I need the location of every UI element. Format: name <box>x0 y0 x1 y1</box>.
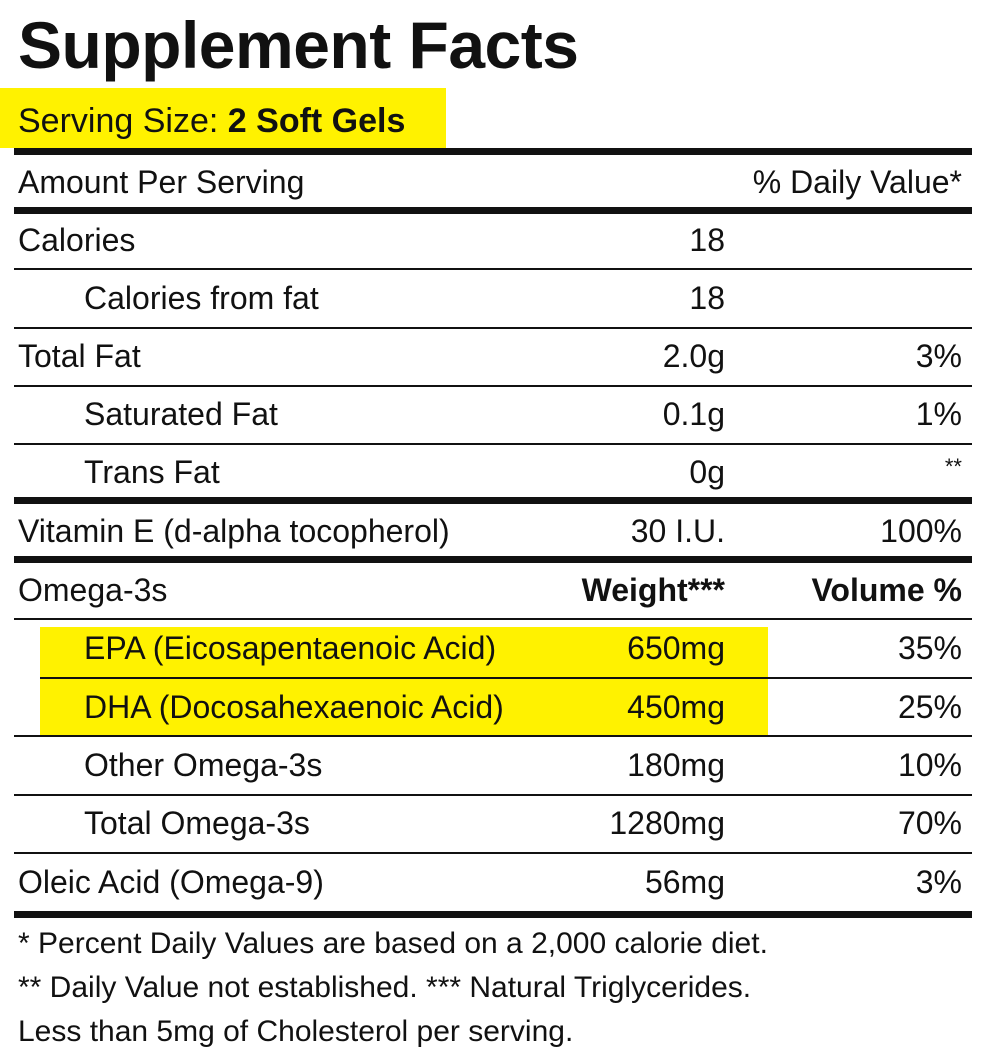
row-label: Total Omega-3s <box>84 805 310 841</box>
table-row: Vitamin E (d-alpha tocopherol) 30 I.U. 1… <box>0 502 984 560</box>
row-divider <box>14 385 972 387</box>
row-daily-value: 3% <box>915 338 962 374</box>
serving-size-highlight <box>0 88 446 148</box>
table-row: Other Omega-3s 180mg 10% <box>0 736 984 794</box>
serving-size-label: Serving Size: <box>18 102 219 140</box>
omega-label: Omega-3s <box>18 572 168 608</box>
row-daily-value: 3% <box>915 864 962 900</box>
row-daily-value: 35% <box>897 630 962 666</box>
row-label: Saturated Fat <box>84 396 278 432</box>
table-row: Saturated Fat 0.1g 1% <box>0 385 984 443</box>
footnote: ** Daily Value not established. *** Natu… <box>18 971 752 1004</box>
footnote: * Percent Daily Values are based on a 2,… <box>18 927 768 960</box>
serving-size: Serving Size: 2 Soft Gels <box>18 96 405 146</box>
table-row: Oleic Acid (Omega-9) 56mg 3% <box>0 853 984 911</box>
row-divider <box>14 852 972 854</box>
table-row: Calories from fat 18 <box>0 269 984 327</box>
row-amount: 2.0g <box>662 338 725 374</box>
row-amount: 180mg <box>627 747 725 783</box>
row-daily-value: 70% <box>897 805 962 841</box>
row-label: Total Fat <box>18 338 141 374</box>
weight-header: Weight*** <box>581 572 725 608</box>
table-row: Calories 18 <box>0 211 984 269</box>
row-amount: 18 <box>689 280 725 316</box>
row-label: Calories <box>18 222 136 258</box>
row-amount: 450mg <box>627 689 725 725</box>
row-divider <box>14 268 972 270</box>
row-amount: 0g <box>689 454 725 490</box>
row-amount: 18 <box>689 222 725 258</box>
row-label: Trans Fat <box>84 454 220 490</box>
table-row: Total Fat 2.0g 3% <box>0 327 984 385</box>
row-amount: 56mg <box>644 864 725 900</box>
thick-divider <box>14 911 972 918</box>
table-row: DHA (Docosahexaenoic Acid) 450mg 25% <box>0 678 984 736</box>
row-label: Vitamin E (d-alpha tocopherol) <box>18 513 450 549</box>
row-label: DHA (Docosahexaenoic Acid) <box>84 689 504 725</box>
table-header-row: Amount Per Serving % Daily Value* <box>0 153 984 211</box>
row-daily-value: 1% <box>915 396 962 432</box>
row-daily-value: 10% <box>897 747 962 783</box>
volume-header: Volume % <box>811 572 962 608</box>
row-label: Other Omega-3s <box>84 747 323 783</box>
row-divider <box>14 443 972 445</box>
row-label: Oleic Acid (Omega-9) <box>18 864 324 900</box>
row-daily-value: ** <box>944 454 962 479</box>
omega-header-row: Omega-3s Weight*** Volume % <box>0 561 984 619</box>
table-row: Total Omega-3s 1280mg 70% <box>0 794 984 852</box>
row-amount: 1280mg <box>609 805 725 841</box>
row-divider <box>40 677 972 679</box>
omega-highlight <box>40 627 768 735</box>
row-label: Calories from fat <box>84 280 319 316</box>
row-amount: 650mg <box>627 630 725 666</box>
footnote: Less than 5mg of Cholesterol per serving… <box>18 1015 574 1048</box>
row-divider <box>14 327 972 329</box>
daily-value-label: % Daily Value* <box>752 164 962 200</box>
thick-divider <box>14 556 972 563</box>
row-daily-value: 100% <box>880 513 962 549</box>
row-divider <box>14 618 972 620</box>
thick-divider <box>14 497 972 504</box>
panel-title: Supplement Facts <box>18 8 579 82</box>
row-amount: 0.1g <box>662 396 725 432</box>
row-daily-value: 25% <box>897 689 962 725</box>
row-amount: 30 I.U. <box>630 513 725 549</box>
row-divider <box>14 735 972 737</box>
thick-divider <box>14 207 972 214</box>
row-label: EPA (Eicosapentaenoic Acid) <box>84 630 497 666</box>
table-row: Trans Fat 0g ** <box>0 443 984 501</box>
table-row: EPA (Eicosapentaenoic Acid) 650mg 35% <box>0 619 984 677</box>
amount-per-serving-label: Amount Per Serving <box>18 164 305 200</box>
thick-divider <box>14 148 972 155</box>
row-divider <box>14 794 972 796</box>
serving-size-value: 2 Soft Gels <box>227 102 406 140</box>
